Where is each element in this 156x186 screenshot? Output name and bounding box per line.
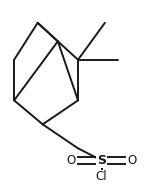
Text: O: O — [127, 154, 136, 167]
Text: S: S — [97, 154, 106, 167]
Text: Cl: Cl — [96, 170, 107, 183]
Text: O: O — [67, 154, 76, 167]
